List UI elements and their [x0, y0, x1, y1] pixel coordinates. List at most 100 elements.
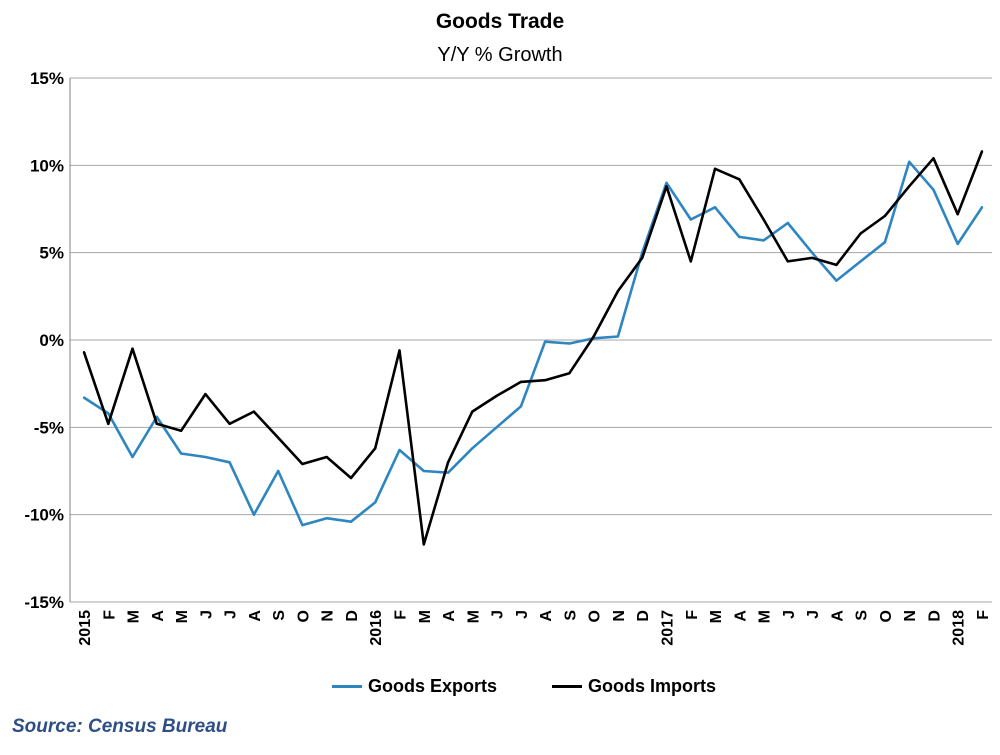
y-tick-label: 10% — [30, 156, 64, 175]
x-tick-label: J — [514, 610, 531, 619]
x-tick-label: F — [975, 610, 992, 620]
data-point — [689, 260, 692, 263]
data-point — [301, 523, 304, 527]
data-point — [495, 426, 498, 429]
data-point — [155, 422, 159, 426]
x-tick-label: F — [393, 610, 410, 620]
data-point — [349, 520, 353, 523]
data-point — [398, 448, 401, 452]
x-tick-label: S — [854, 610, 871, 621]
data-point — [519, 405, 523, 408]
x-tick-label: M — [174, 610, 191, 623]
data-point — [592, 335, 595, 338]
source-note: Source: Census Bureau — [12, 716, 228, 737]
y-tick-label: -15% — [24, 593, 64, 612]
x-tick-label: J — [781, 610, 798, 619]
data-point — [616, 335, 620, 338]
data-point — [325, 455, 328, 459]
x-tick-label: 2017 — [659, 610, 676, 646]
chart-subtitle: Y/Y % Growth — [437, 44, 563, 66]
data-point — [422, 543, 425, 546]
gridlines — [70, 77, 992, 603]
data-point — [252, 410, 256, 413]
data-point — [374, 447, 377, 450]
data-point — [349, 476, 353, 480]
data-point — [932, 157, 935, 160]
data-point — [446, 461, 450, 464]
data-point — [543, 378, 547, 382]
data-point — [374, 501, 377, 504]
series-line-exports — [83, 160, 984, 527]
x-tick-label: 2015 — [77, 610, 94, 646]
data-point — [883, 240, 887, 244]
legend-item-exports: Goods Exports — [332, 676, 497, 697]
data-point — [204, 455, 207, 459]
data-point — [835, 279, 838, 282]
data-point — [762, 218, 765, 221]
data-point — [907, 185, 911, 188]
data-point — [301, 462, 304, 466]
data-point — [471, 410, 474, 413]
y-tick-label: 5% — [39, 244, 64, 263]
data-point — [179, 452, 183, 455]
x-tick-label: 2016 — [368, 610, 385, 646]
series-lines — [82, 150, 984, 546]
x-tick-label: J — [198, 610, 215, 619]
data-point — [131, 455, 134, 459]
x-tick-label: M — [417, 610, 434, 623]
data-point — [107, 422, 110, 426]
data-point — [616, 289, 620, 293]
x-tick-label: O — [587, 610, 604, 622]
data-point — [228, 422, 231, 426]
data-point — [422, 469, 425, 473]
x-tick-label: S — [562, 610, 579, 621]
x-tick-label: 2018 — [951, 610, 968, 646]
data-point — [859, 232, 862, 235]
x-tick-label: M — [757, 610, 774, 623]
x-tick-label: J — [223, 610, 240, 619]
data-point — [107, 412, 110, 415]
x-tick-label: A — [247, 610, 264, 622]
x-tick-label: A — [150, 610, 167, 622]
x-tick-label: S — [271, 610, 288, 621]
data-point — [738, 178, 741, 181]
legend-swatch-imports — [552, 685, 582, 688]
data-point — [471, 447, 474, 450]
y-tick-label: 0% — [39, 331, 64, 350]
x-tick-label: N — [902, 610, 919, 622]
data-point — [568, 342, 571, 345]
x-tick-label: D — [926, 610, 943, 622]
data-point — [82, 396, 86, 399]
x-tick-label: M — [126, 610, 143, 623]
x-tick-label: A — [538, 610, 555, 622]
data-point — [665, 181, 668, 184]
data-point — [446, 471, 450, 474]
data-point — [713, 167, 717, 171]
data-point — [82, 351, 86, 354]
data-point — [810, 251, 814, 254]
data-point — [738, 235, 741, 239]
data-point — [131, 347, 134, 350]
x-tick-label: A — [829, 610, 846, 622]
data-point — [883, 214, 887, 218]
data-point — [495, 394, 498, 398]
data-point — [228, 461, 231, 464]
data-point — [786, 221, 790, 225]
data-point — [179, 429, 183, 433]
data-point — [568, 371, 571, 375]
y-tick-label: -10% — [24, 506, 64, 525]
data-point — [907, 160, 911, 164]
series-line-imports — [82, 150, 984, 546]
data-point — [204, 392, 207, 396]
data-point — [276, 436, 280, 440]
legend-swatch-exports — [332, 685, 362, 688]
data-point — [325, 516, 328, 520]
data-point — [252, 513, 256, 516]
data-point — [641, 256, 644, 260]
data-point — [956, 242, 959, 246]
legend-label-imports: Goods Imports — [588, 676, 717, 696]
data-point — [835, 263, 838, 267]
data-point — [932, 188, 935, 191]
data-point — [155, 415, 159, 419]
x-tick-label: F — [684, 610, 701, 620]
